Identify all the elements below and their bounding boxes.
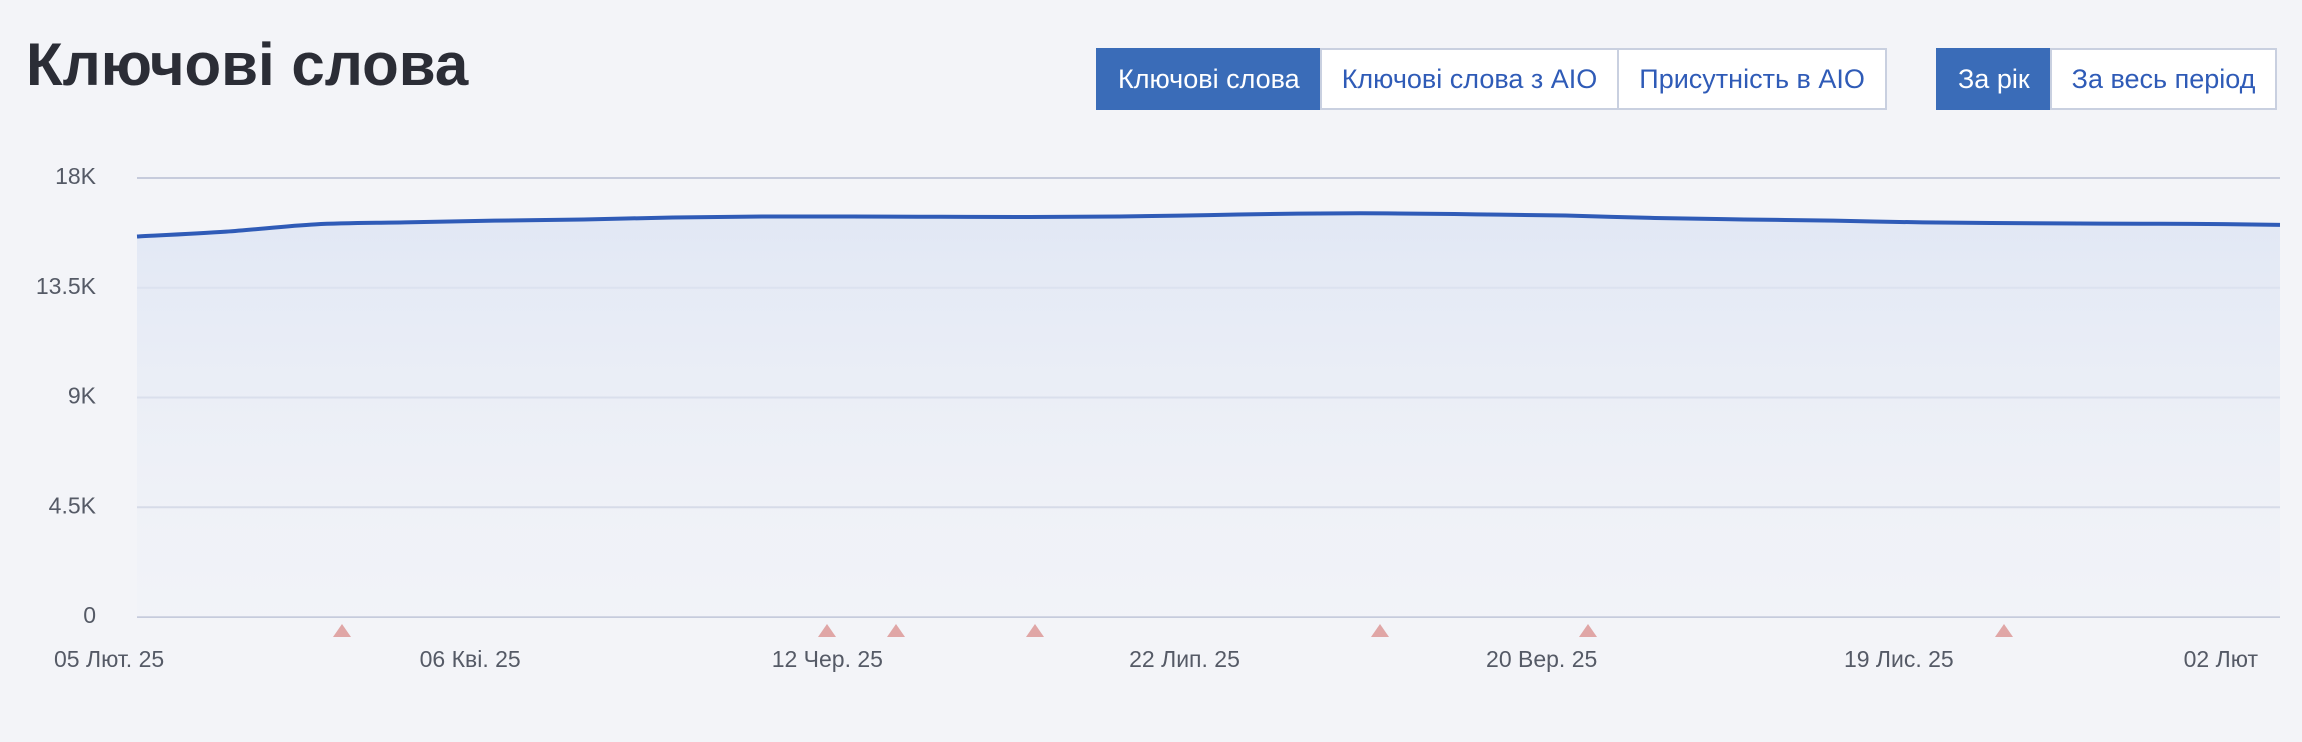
y-tick-label: 9K (68, 383, 97, 409)
y-tick-label: 0 (83, 602, 96, 628)
view-tabs: Ключові слова Ключові слова з AIO Присутні… (1096, 48, 1887, 110)
event-marker (818, 624, 836, 637)
event-marker (333, 624, 351, 637)
event-marker (1995, 624, 2013, 637)
x-tick-label: 19 Лис. 25 (1844, 646, 1954, 672)
x-tick-label: 12 Чер. 25 (772, 646, 883, 672)
event-marker (1371, 624, 1389, 637)
period-tabs: За рік За весь період (1936, 48, 2278, 110)
x-tick-label: 22 Лип. 25 (1129, 646, 1240, 672)
line (136, 211, 2281, 239)
area (137, 213, 2280, 617)
event-marker (1579, 624, 1597, 637)
x-tick-label: 05 Лют. 25 (54, 646, 164, 672)
page-title: Ключові слова (26, 31, 469, 98)
x-tick-label: 02 Лют (2184, 646, 2259, 672)
tab-button[interactable]: Ключові слова (1096, 48, 1322, 110)
y-tick-label: 13.5K (36, 273, 97, 299)
tab-button[interactable]: За рік (1936, 48, 2052, 110)
event-markers (333, 624, 2013, 637)
x-tick-label: 20 Вер. 25 (1486, 646, 1597, 672)
event-marker (887, 624, 905, 637)
y-tick-label: 18K (55, 163, 97, 189)
y-tick-label: 4.5K (49, 492, 97, 518)
tab-button[interactable]: За весь період (2049, 48, 2278, 110)
event-marker (1026, 624, 1044, 637)
tab-button[interactable]: Присутність в AIO (1617, 48, 1887, 110)
x-tick-label: 06 Кві. 25 (420, 646, 521, 672)
